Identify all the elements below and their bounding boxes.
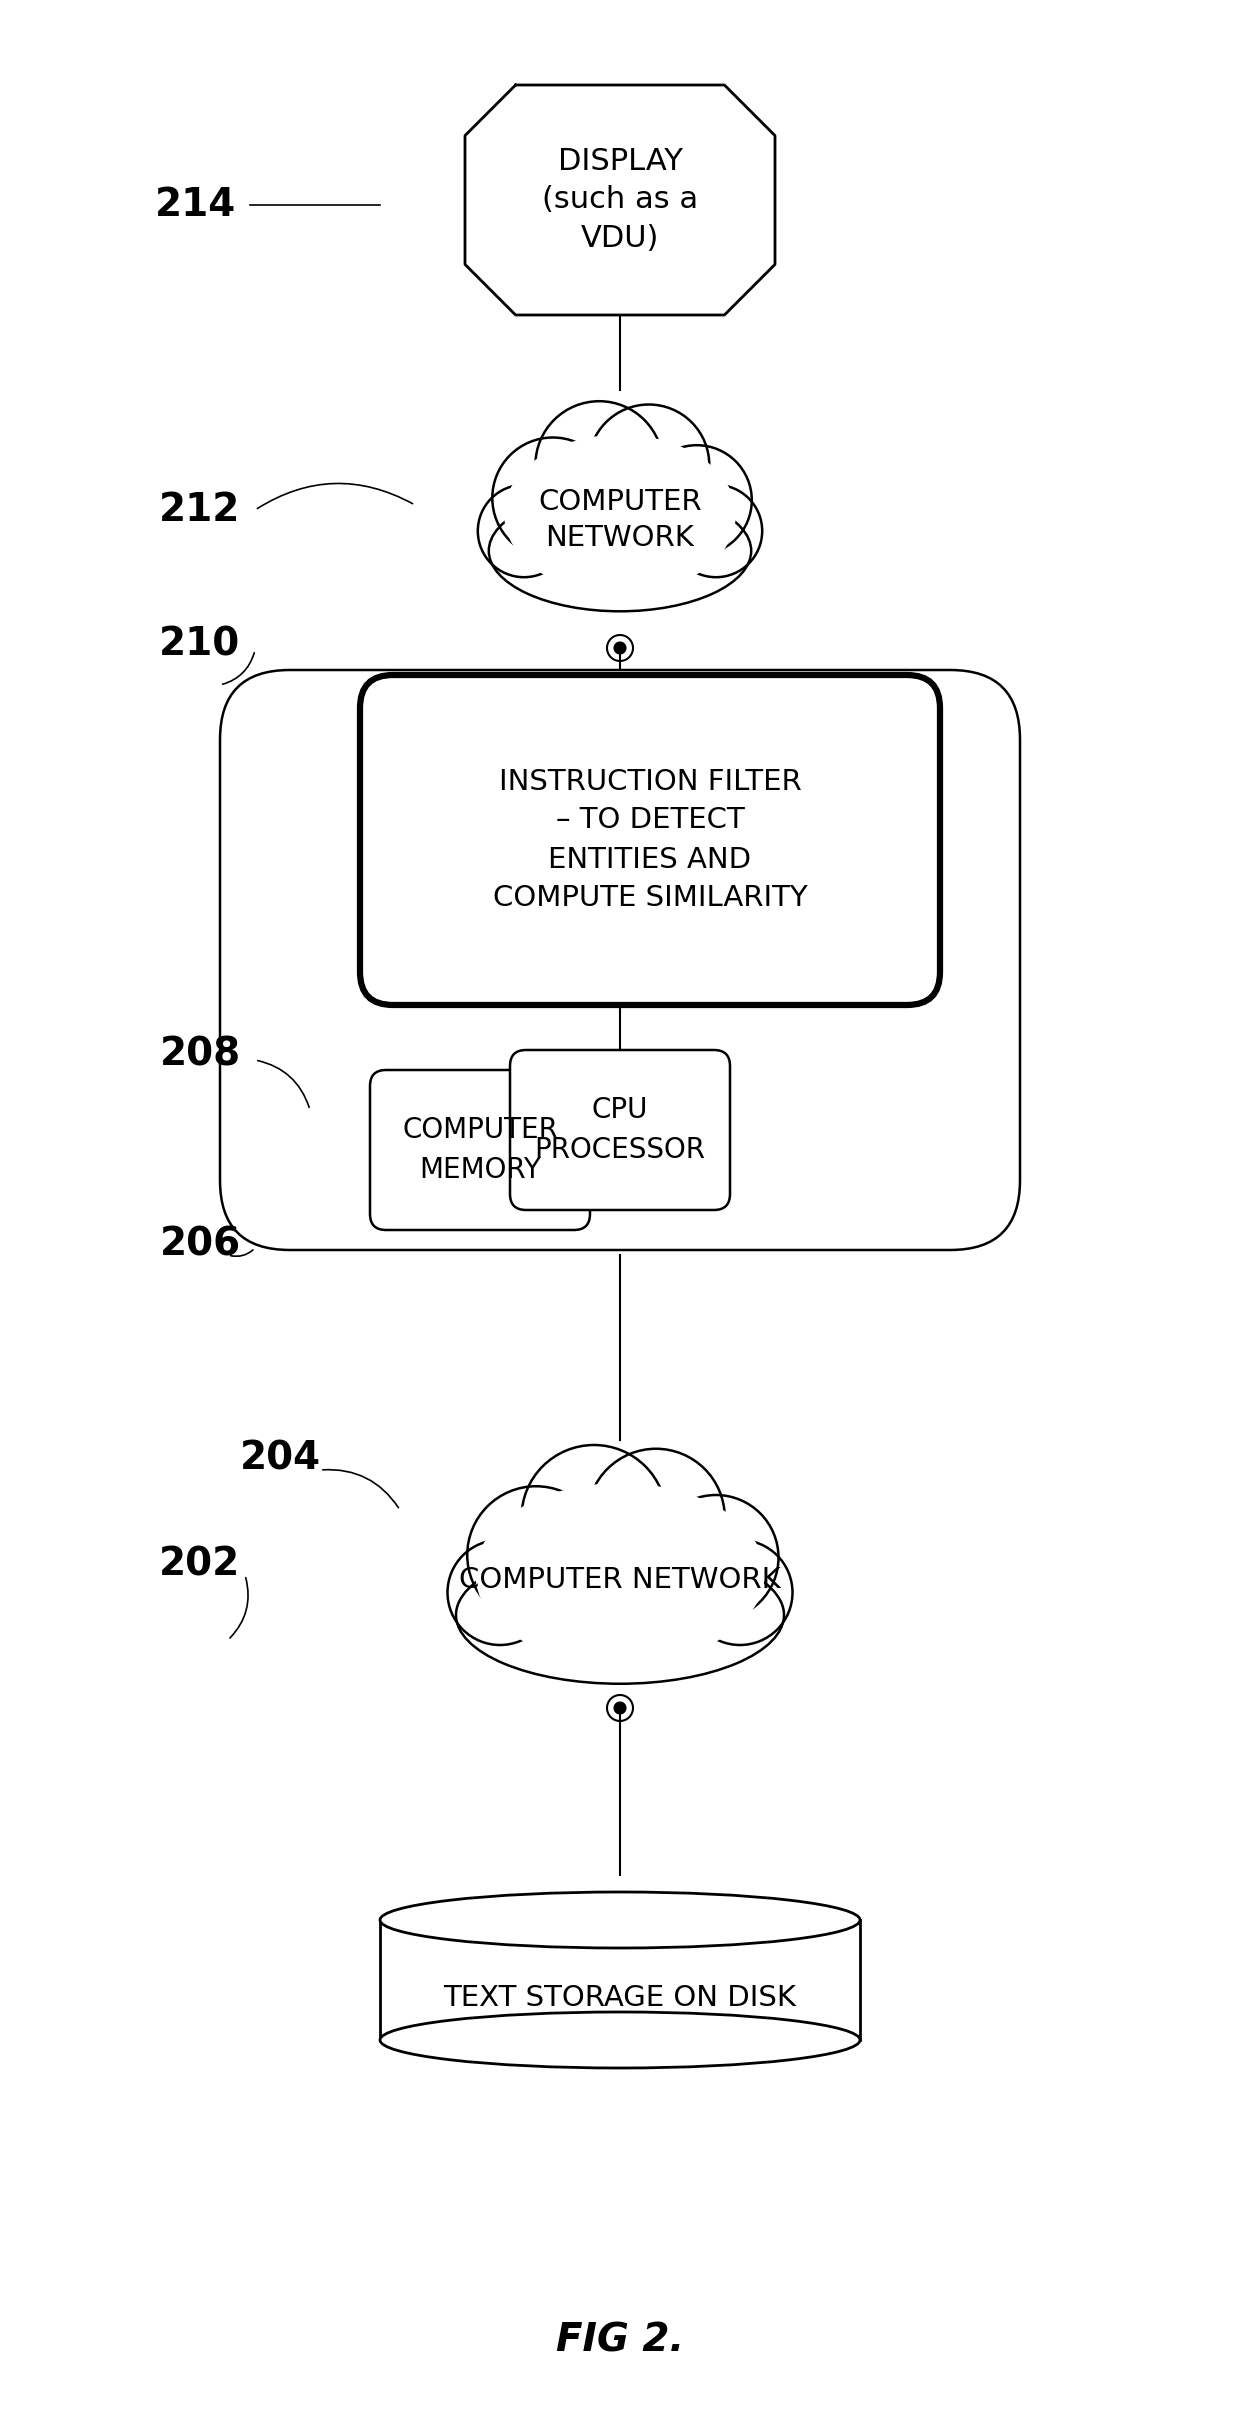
Circle shape — [467, 1487, 605, 1625]
Text: COMPUTER
NETWORK: COMPUTER NETWORK — [538, 488, 702, 551]
Circle shape — [522, 1446, 667, 1591]
Text: FIG 2.: FIG 2. — [556, 2321, 684, 2360]
Circle shape — [588, 404, 709, 525]
Ellipse shape — [489, 491, 751, 612]
Text: 210: 210 — [160, 626, 241, 665]
Text: 214: 214 — [154, 186, 236, 225]
Circle shape — [614, 643, 626, 653]
Circle shape — [687, 1540, 792, 1644]
Text: 206: 206 — [160, 1226, 241, 1265]
Circle shape — [670, 484, 763, 578]
Circle shape — [536, 401, 663, 530]
Ellipse shape — [379, 1891, 861, 1949]
Text: COMPUTER NETWORK: COMPUTER NETWORK — [459, 1567, 781, 1593]
Text: CPU
PROCESSOR: CPU PROCESSOR — [534, 1095, 706, 1163]
Text: 208: 208 — [160, 1035, 241, 1074]
Text: COMPUTER
MEMORY: COMPUTER MEMORY — [402, 1117, 558, 1182]
Polygon shape — [379, 1920, 861, 2041]
Text: 212: 212 — [159, 491, 241, 530]
Circle shape — [492, 438, 614, 559]
FancyBboxPatch shape — [219, 670, 1021, 1250]
Circle shape — [642, 445, 751, 556]
Text: DISPLAY
(such as a
VDU): DISPLAY (such as a VDU) — [542, 147, 698, 254]
Text: 202: 202 — [160, 1545, 241, 1584]
Text: TEXT STORAGE ON DISK: TEXT STORAGE ON DISK — [444, 1985, 796, 2012]
Circle shape — [448, 1540, 553, 1644]
Circle shape — [477, 484, 570, 578]
Circle shape — [653, 1494, 779, 1620]
Ellipse shape — [470, 1487, 770, 1673]
Ellipse shape — [379, 2012, 861, 2067]
FancyBboxPatch shape — [370, 1071, 590, 1231]
Polygon shape — [465, 85, 775, 314]
Circle shape — [588, 1448, 724, 1586]
FancyBboxPatch shape — [360, 675, 940, 1006]
Ellipse shape — [456, 1545, 784, 1683]
Text: INSTRUCTION FILTER
– TO DETECT
ENTITIES AND
COMPUTE SIMILARITY: INSTRUCTION FILTER – TO DETECT ENTITIES … — [492, 767, 807, 912]
Circle shape — [614, 1702, 626, 1714]
Ellipse shape — [476, 1485, 764, 1664]
FancyBboxPatch shape — [510, 1049, 730, 1209]
Ellipse shape — [505, 435, 735, 595]
Text: 204: 204 — [239, 1439, 321, 1477]
Ellipse shape — [500, 438, 740, 602]
